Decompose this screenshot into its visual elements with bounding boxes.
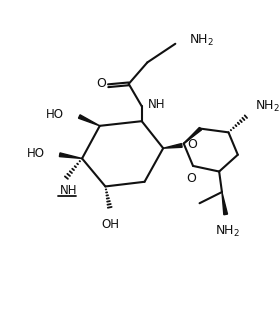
Text: O: O	[187, 138, 197, 151]
Text: NH$_2$: NH$_2$	[255, 99, 279, 114]
Polygon shape	[222, 192, 228, 215]
Text: NH$_2$: NH$_2$	[189, 32, 214, 48]
Text: HO: HO	[27, 147, 45, 160]
Polygon shape	[184, 127, 202, 144]
Text: NH: NH	[60, 184, 78, 197]
Text: O: O	[97, 77, 107, 90]
Polygon shape	[78, 115, 100, 126]
Text: OH: OH	[101, 218, 119, 231]
Text: HO: HO	[46, 108, 64, 121]
Text: NH$_2$: NH$_2$	[215, 224, 240, 239]
Polygon shape	[59, 153, 82, 158]
Polygon shape	[163, 144, 182, 148]
Text: NH: NH	[148, 98, 166, 111]
Text: O: O	[186, 172, 196, 184]
